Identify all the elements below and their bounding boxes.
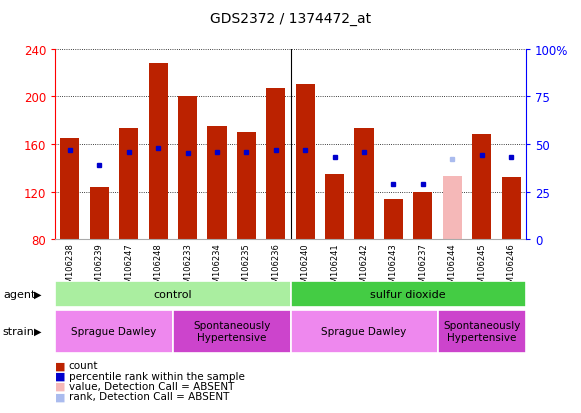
Text: agent: agent [3,289,35,299]
Bar [325,174,344,240]
Text: ■: ■ [55,381,66,391]
Text: ▶: ▶ [34,326,41,337]
Bar [173,310,290,353]
Bar [384,199,403,240]
Bar [443,177,462,240]
Bar [119,129,138,240]
Text: ▶: ▶ [34,289,41,299]
Bar [266,89,285,240]
Text: Spontaneously
Hypertensive: Spontaneously Hypertensive [193,320,270,342]
Text: count: count [69,361,98,370]
Bar [296,85,315,240]
Bar [149,64,168,240]
Text: strain: strain [3,326,35,337]
Bar [89,188,109,240]
Text: ■: ■ [55,361,66,370]
Bar [207,127,227,240]
Text: GDS2372 / 1374472_at: GDS2372 / 1374472_at [210,12,371,26]
Bar [437,310,526,353]
Bar [55,310,173,353]
Text: control: control [153,289,192,299]
Text: rank, Detection Call = ABSENT: rank, Detection Call = ABSENT [69,392,229,401]
Text: Sprague Dawley: Sprague Dawley [71,326,157,337]
Bar [501,178,521,240]
Bar [290,281,526,308]
Bar [55,281,290,308]
Text: Sprague Dawley: Sprague Dawley [321,326,407,337]
Bar [237,133,256,240]
Text: ■: ■ [55,371,66,381]
Text: value, Detection Call = ABSENT: value, Detection Call = ABSENT [69,381,234,391]
Bar [413,192,432,240]
Bar [290,310,437,353]
Bar [354,129,374,240]
Bar [60,139,80,240]
Text: ■: ■ [55,392,66,401]
Text: percentile rank within the sample: percentile rank within the sample [69,371,245,381]
Bar [178,97,197,240]
Bar [472,135,492,240]
Text: Spontaneously
Hypertensive: Spontaneously Hypertensive [443,320,521,342]
Text: sulfur dioxide: sulfur dioxide [370,289,446,299]
